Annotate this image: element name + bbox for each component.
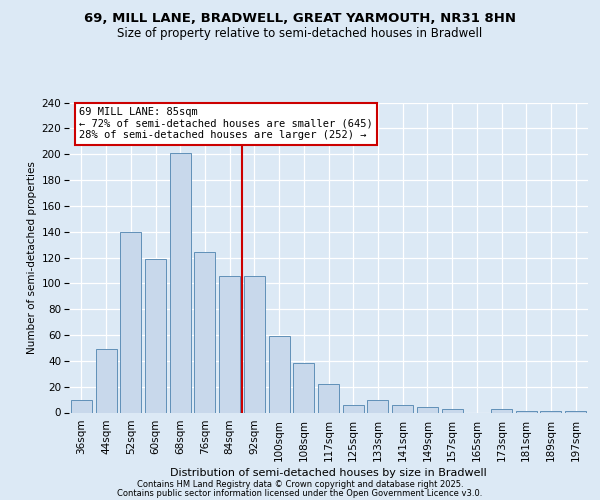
Bar [491,408,512,412]
Bar [318,384,339,412]
Bar [71,400,92,412]
Bar [170,153,191,412]
Bar [392,405,413,412]
Bar [442,408,463,412]
Text: Contains HM Land Registry data © Crown copyright and database right 2025.: Contains HM Land Registry data © Crown c… [137,480,463,489]
Bar [244,276,265,412]
Bar [120,232,141,412]
Bar [95,349,116,412]
Text: Contains public sector information licensed under the Open Government Licence v3: Contains public sector information licen… [118,489,482,498]
Bar [541,411,562,412]
Bar [219,276,240,412]
Bar [343,405,364,412]
X-axis label: Distribution of semi-detached houses by size in Bradwell: Distribution of semi-detached houses by … [170,468,487,478]
Bar [565,411,586,412]
Bar [145,259,166,412]
Bar [417,408,438,412]
Bar [194,252,215,412]
Text: 69, MILL LANE, BRADWELL, GREAT YARMOUTH, NR31 8HN: 69, MILL LANE, BRADWELL, GREAT YARMOUTH,… [84,12,516,26]
Text: 69 MILL LANE: 85sqm
← 72% of semi-detached houses are smaller (645)
28% of semi-: 69 MILL LANE: 85sqm ← 72% of semi-detach… [79,107,373,140]
Bar [516,411,537,412]
Bar [293,364,314,412]
Y-axis label: Number of semi-detached properties: Number of semi-detached properties [28,161,37,354]
Bar [269,336,290,412]
Text: Size of property relative to semi-detached houses in Bradwell: Size of property relative to semi-detach… [118,28,482,40]
Bar [367,400,388,412]
